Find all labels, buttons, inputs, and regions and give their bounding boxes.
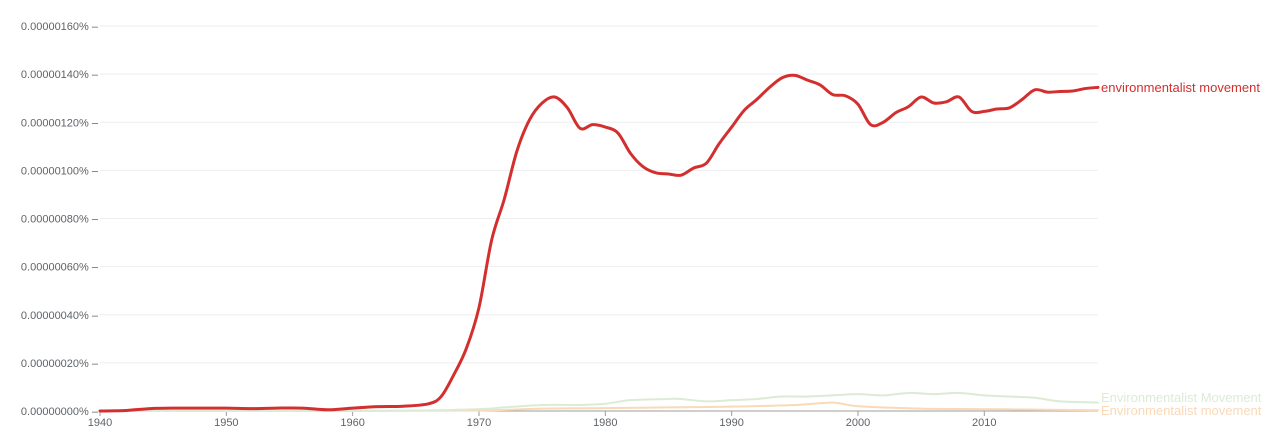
x-tick-label: 1980 — [593, 417, 617, 429]
x-tick-label: 1940 — [88, 417, 112, 429]
y-tick-label: 0.00000160% – — [21, 21, 99, 33]
x-tick-label: 1960 — [340, 417, 364, 429]
x-tick-label: 1970 — [467, 417, 491, 429]
series-label[interactable]: Environmentalist movement — [1101, 403, 1262, 418]
x-tick-label: 1950 — [214, 417, 238, 429]
y-axis-ticks: 0.00000000% – 0.00000020% – 0.00000040% – 0… — [21, 21, 99, 418]
grid-lines — [100, 25, 1098, 412]
y-tick-label: 0.00000060% – — [21, 262, 99, 274]
x-tick-label: 1990 — [719, 417, 743, 429]
series-lines — [98, 73, 1100, 413]
y-tick-label: 0.00000120% – — [21, 117, 99, 129]
series-labels: environmentalist movement Environmentalis… — [1101, 80, 1262, 418]
y-tick-label: 0.00000080% – — [21, 214, 99, 226]
x-axis-ticks: 1940 1950 1960 1970 1980 1990 2000 2010 — [88, 411, 997, 429]
series-line-environmentalist-movement-1[interactable] — [99, 391, 1099, 413]
x-tick-label: 2000 — [846, 417, 870, 429]
series-line-environmentalist-movement-0[interactable] — [98, 73, 1100, 413]
series-label[interactable]: Environmentalist Movement — [1101, 390, 1262, 405]
y-tick-label: 0.00000000% – — [21, 406, 99, 418]
x-tick-label: 2010 — [972, 417, 996, 429]
y-tick-label: 0.00000100% – — [21, 165, 99, 177]
y-tick-label: 0.00000140% – — [21, 69, 99, 81]
y-tick-label: 0.00000040% – — [21, 310, 99, 322]
y-tick-label: 0.00000020% – — [21, 358, 99, 370]
series-label[interactable]: environmentalist movement — [1101, 80, 1260, 95]
